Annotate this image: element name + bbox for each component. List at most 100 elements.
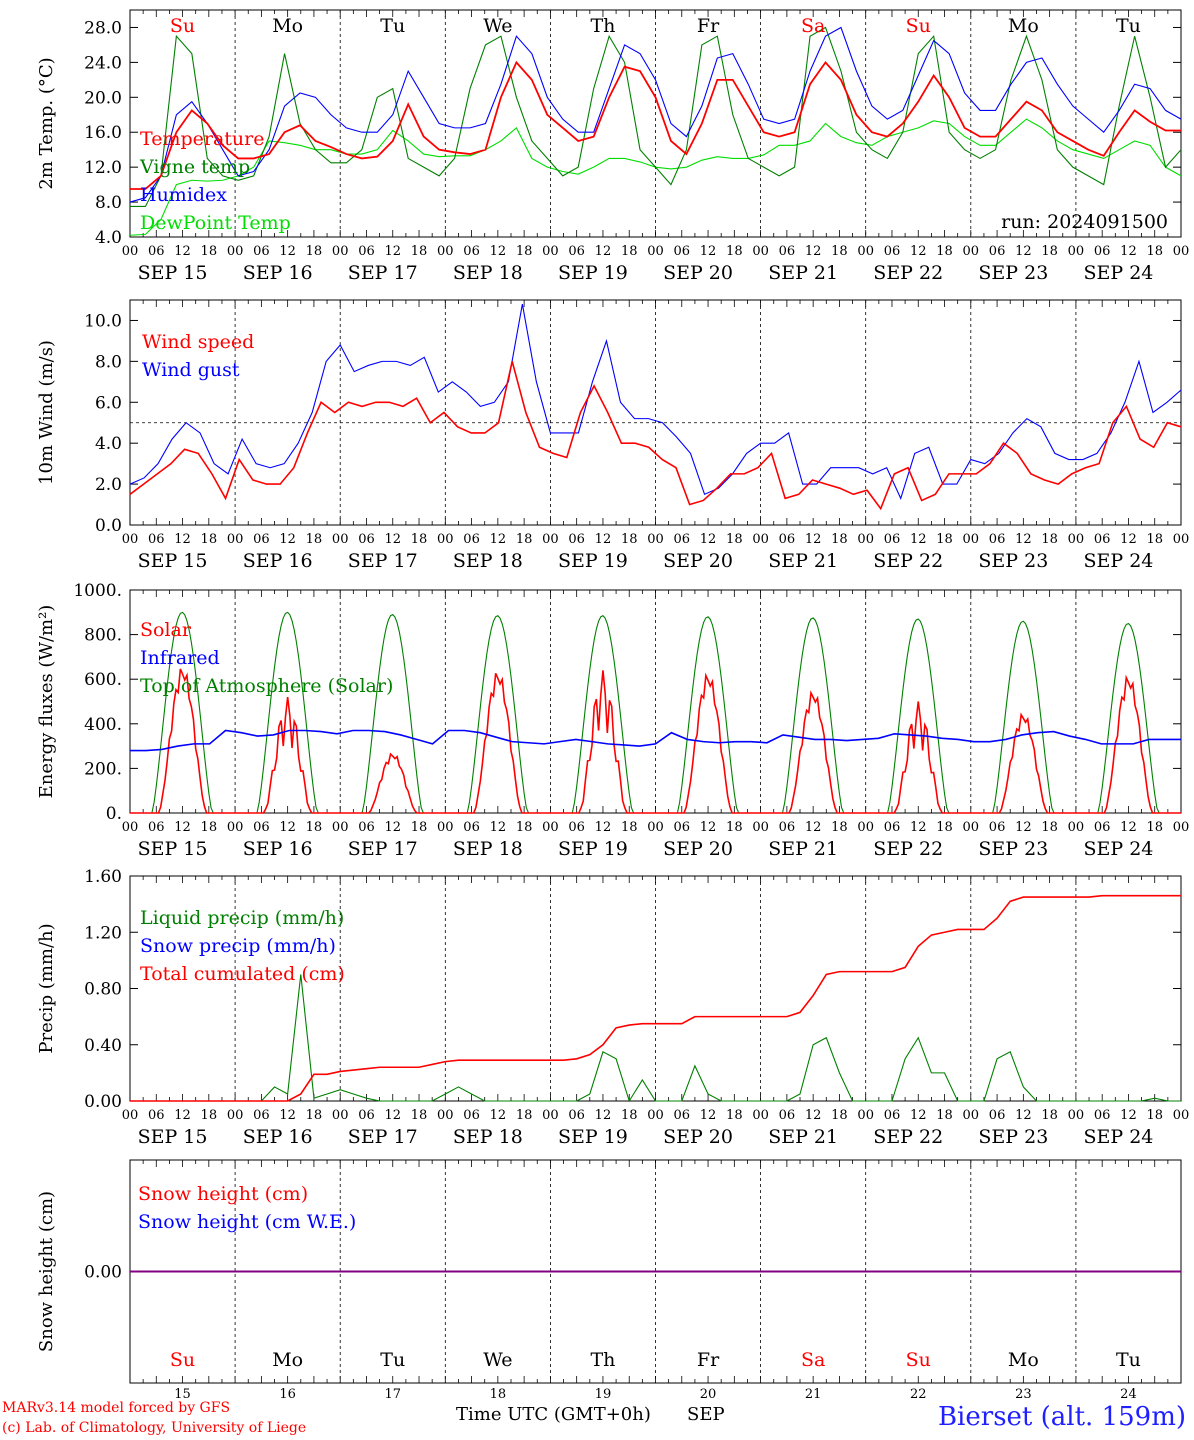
date-label: SEP 15 bbox=[138, 262, 208, 284]
hour-tick-label: 06 bbox=[779, 244, 796, 259]
day-number-label: 19 bbox=[595, 1387, 612, 1402]
hour-tick-label: 18 bbox=[411, 820, 428, 835]
hour-tick-label: 18 bbox=[306, 820, 323, 835]
hour-tick-label: 18 bbox=[936, 1108, 953, 1123]
hour-tick-label: 06 bbox=[779, 1108, 796, 1123]
weekday-label-bottom: Sa bbox=[801, 1349, 825, 1371]
date-label: SEP 18 bbox=[453, 262, 523, 284]
y-tick-label: 200. bbox=[84, 759, 122, 779]
hour-tick-label: 18 bbox=[831, 820, 848, 835]
date-label: SEP 20 bbox=[663, 262, 733, 284]
legend-0-2: Humidex bbox=[140, 184, 227, 206]
series-temperature bbox=[130, 60, 1181, 190]
y-tick-label: 6.0 bbox=[95, 393, 122, 413]
date-label: SEP 23 bbox=[978, 550, 1048, 572]
date-label: SEP 22 bbox=[873, 550, 943, 572]
hour-tick-label: 18 bbox=[201, 1108, 218, 1123]
hour-tick-label: 12 bbox=[1120, 820, 1137, 835]
hour-tick-label: 12 bbox=[805, 1108, 822, 1123]
hour-tick-label: 06 bbox=[358, 1108, 375, 1123]
legend-3-0: Liquid precip (mm/h) bbox=[140, 907, 344, 929]
hour-tick-label: 12 bbox=[700, 1108, 717, 1123]
hour-tick-label: 06 bbox=[253, 1108, 270, 1123]
date-label: SEP 15 bbox=[138, 838, 208, 860]
hour-tick-label: 18 bbox=[1041, 532, 1058, 547]
date-label: SEP 18 bbox=[453, 838, 523, 860]
hour-tick-label: 00 bbox=[1068, 820, 1085, 835]
hour-tick-label: 12 bbox=[1015, 820, 1032, 835]
hour-tick-label: 18 bbox=[516, 532, 533, 547]
hour-tick-label: 00 bbox=[437, 532, 454, 547]
hour-tick-label: 12 bbox=[279, 244, 296, 259]
hour-tick-label: 00 bbox=[227, 244, 244, 259]
hour-tick-label: 18 bbox=[306, 532, 323, 547]
y-tick-label: 0.80 bbox=[84, 980, 122, 1000]
hour-tick-label: 00 bbox=[1173, 244, 1190, 259]
date-label: SEP 16 bbox=[243, 1126, 313, 1148]
day-number-label: 18 bbox=[490, 1387, 507, 1402]
hour-tick-label: 12 bbox=[595, 244, 612, 259]
hour-tick-label: 00 bbox=[752, 244, 769, 259]
y-axis-label-3: Precip (mm/h) bbox=[36, 923, 57, 1053]
legend-4-0: Snow height (cm) bbox=[138, 1183, 308, 1205]
hour-tick-label: 12 bbox=[595, 1108, 612, 1123]
hour-tick-label: 12 bbox=[595, 820, 612, 835]
hour-tick-label: 00 bbox=[857, 244, 874, 259]
time-axis-label: Time UTC (GMT+0h) bbox=[456, 1404, 651, 1425]
day-number-label: 23 bbox=[1015, 1387, 1032, 1402]
hour-tick-label: 00 bbox=[542, 820, 559, 835]
hour-tick-label: 18 bbox=[516, 1108, 533, 1123]
hour-tick-label: 06 bbox=[1094, 244, 1111, 259]
hour-tick-label: 06 bbox=[674, 1108, 691, 1123]
y-tick-label: 1000. bbox=[73, 581, 122, 601]
date-label: SEP 17 bbox=[348, 262, 418, 284]
date-label: SEP 18 bbox=[453, 1126, 523, 1148]
y-tick-label: 400. bbox=[84, 715, 122, 735]
hour-tick-label: 00 bbox=[752, 1108, 769, 1123]
panel-frame-1 bbox=[129, 299, 1182, 526]
date-label: SEP 20 bbox=[663, 1126, 733, 1148]
hour-tick-label: 18 bbox=[516, 244, 533, 259]
hour-tick-label: 06 bbox=[1094, 820, 1111, 835]
hour-tick-label: 12 bbox=[700, 532, 717, 547]
weekday-label-bottom: Mo bbox=[272, 1349, 303, 1371]
legend-3-1: Snow precip (mm/h) bbox=[140, 935, 336, 957]
hour-tick-label: 18 bbox=[621, 1108, 638, 1123]
date-label: SEP 22 bbox=[873, 262, 943, 284]
hour-tick-label: 00 bbox=[332, 1108, 349, 1123]
series-total bbox=[130, 894, 1181, 1102]
hour-tick-label: 18 bbox=[201, 820, 218, 835]
hour-tick-label: 06 bbox=[148, 820, 165, 835]
date-label: SEP 21 bbox=[768, 1126, 838, 1148]
date-label: SEP 21 bbox=[768, 838, 838, 860]
hour-tick-label: 18 bbox=[411, 532, 428, 547]
hour-tick-label: 06 bbox=[148, 244, 165, 259]
hour-tick-label: 18 bbox=[411, 244, 428, 259]
hour-tick-label: 00 bbox=[122, 820, 139, 835]
day-number-label: 20 bbox=[700, 1387, 717, 1402]
hour-tick-label: 00 bbox=[122, 244, 139, 259]
hour-tick-label: 06 bbox=[989, 532, 1006, 547]
weekday-label-top: Th bbox=[590, 15, 615, 37]
weekday-label-top: Tu bbox=[380, 15, 405, 37]
hour-tick-label: 18 bbox=[1146, 1108, 1163, 1123]
hour-tick-label: 12 bbox=[384, 244, 401, 259]
hour-tick-label: 00 bbox=[857, 820, 874, 835]
date-label: SEP 24 bbox=[1084, 838, 1154, 860]
y-tick-label: 12.0 bbox=[84, 158, 122, 178]
date-label: SEP 20 bbox=[663, 838, 733, 860]
hour-tick-label: 18 bbox=[1146, 820, 1163, 835]
y-tick-label: 600. bbox=[84, 670, 122, 690]
date-label: SEP 21 bbox=[768, 550, 838, 572]
hour-tick-label: 00 bbox=[1068, 1108, 1085, 1123]
day-number-label: 21 bbox=[805, 1387, 822, 1402]
date-label: SEP 17 bbox=[348, 550, 418, 572]
hour-tick-label: 12 bbox=[595, 532, 612, 547]
hour-tick-label: 00 bbox=[963, 820, 980, 835]
y-tick-label: 0.00 bbox=[84, 1092, 122, 1112]
hour-tick-label: 12 bbox=[384, 820, 401, 835]
y-tick-label: 4.0 bbox=[95, 434, 122, 454]
date-label: SEP 23 bbox=[978, 1126, 1048, 1148]
hour-tick-label: 18 bbox=[621, 532, 638, 547]
